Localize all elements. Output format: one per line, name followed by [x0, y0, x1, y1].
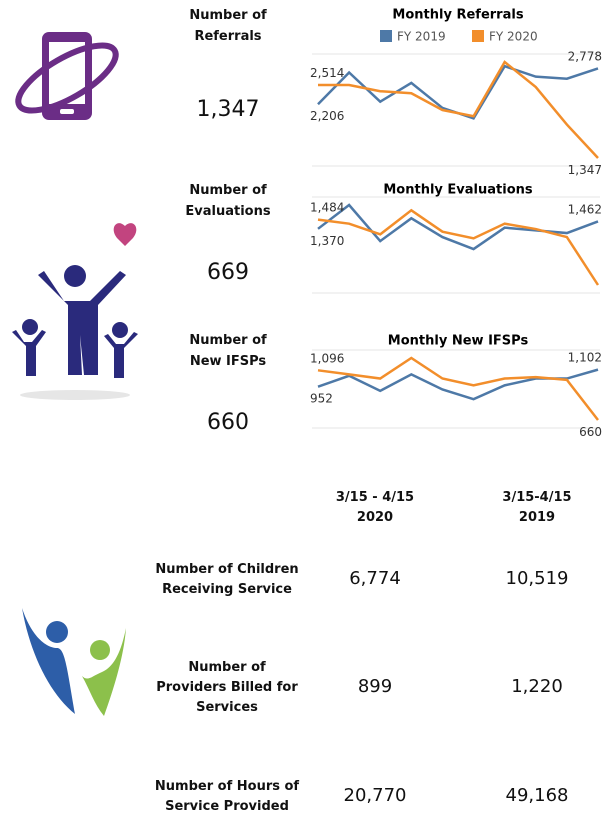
- data-label: 1,484: [310, 201, 344, 215]
- series-line: [318, 62, 598, 158]
- kpi-label: Evaluations: [158, 201, 298, 222]
- data-label: 2,514: [310, 66, 344, 80]
- legend-label: FY 2019: [397, 30, 446, 44]
- charts: Monthly Referrals 2,206 2,778 2,514 1,347 FY …: [0, 0, 613, 480]
- kpi-label: Number of: [158, 5, 298, 26]
- table-cell: 10,519: [467, 568, 607, 589]
- series-line: [318, 370, 598, 400]
- column-header: 3/15 - 4/15: [305, 488, 445, 508]
- series-line: [318, 358, 598, 420]
- data-label: 2,778: [568, 49, 602, 63]
- kpi-label: Referrals: [158, 26, 298, 47]
- data-label: 952: [310, 392, 333, 406]
- chart-title: Monthly New IFSPs: [388, 334, 529, 349]
- row-label: Providers Billed for: [142, 678, 312, 698]
- dashboard: Monthly Referrals 2,206 2,778 2,514 1,347 FY …: [0, 0, 613, 824]
- column-header: 2019: [467, 508, 607, 528]
- data-label: 660: [579, 425, 602, 439]
- chart-title: Monthly Evaluations: [383, 183, 533, 198]
- legend-label: FY 2020: [489, 30, 538, 44]
- row-label: Service Provided: [142, 797, 312, 817]
- kpi-label: Number of: [158, 180, 298, 201]
- row-label: Number of: [142, 658, 312, 678]
- data-label: 1,096: [310, 351, 344, 365]
- kpi-label: New IFSPs: [158, 351, 298, 372]
- series-line: [318, 210, 598, 285]
- kpi-value: 1,347: [158, 97, 298, 122]
- data-label: 1,347: [568, 163, 602, 177]
- row-label: Receiving Service: [142, 580, 312, 600]
- parent-child-icon: [22, 608, 126, 716]
- data-label: 1,462: [568, 202, 602, 216]
- table-cell: 1,220: [467, 676, 607, 697]
- data-label: 2,206: [310, 109, 344, 123]
- table-cell: 49,168: [467, 785, 607, 806]
- table-cell: 899: [305, 676, 445, 697]
- kpi-label: Number of: [158, 330, 298, 351]
- row-label: Number of Children: [142, 560, 312, 580]
- row-label: Number of Hours of: [142, 777, 312, 797]
- row-label: Services: [142, 698, 312, 718]
- chart-title: Monthly Referrals: [392, 8, 523, 23]
- data-label: 1,370: [310, 234, 344, 248]
- legend-swatch: [472, 30, 484, 42]
- column-header: 3/15-4/15: [467, 488, 607, 508]
- kpi-value: 669: [158, 260, 298, 285]
- kpi-value: 660: [158, 410, 298, 435]
- column-header: 2020: [305, 508, 445, 528]
- data-label: 1,102: [568, 351, 602, 365]
- table-cell: 20,770: [305, 785, 445, 806]
- table-cell: 6,774: [305, 568, 445, 589]
- legend-swatch: [380, 30, 392, 42]
